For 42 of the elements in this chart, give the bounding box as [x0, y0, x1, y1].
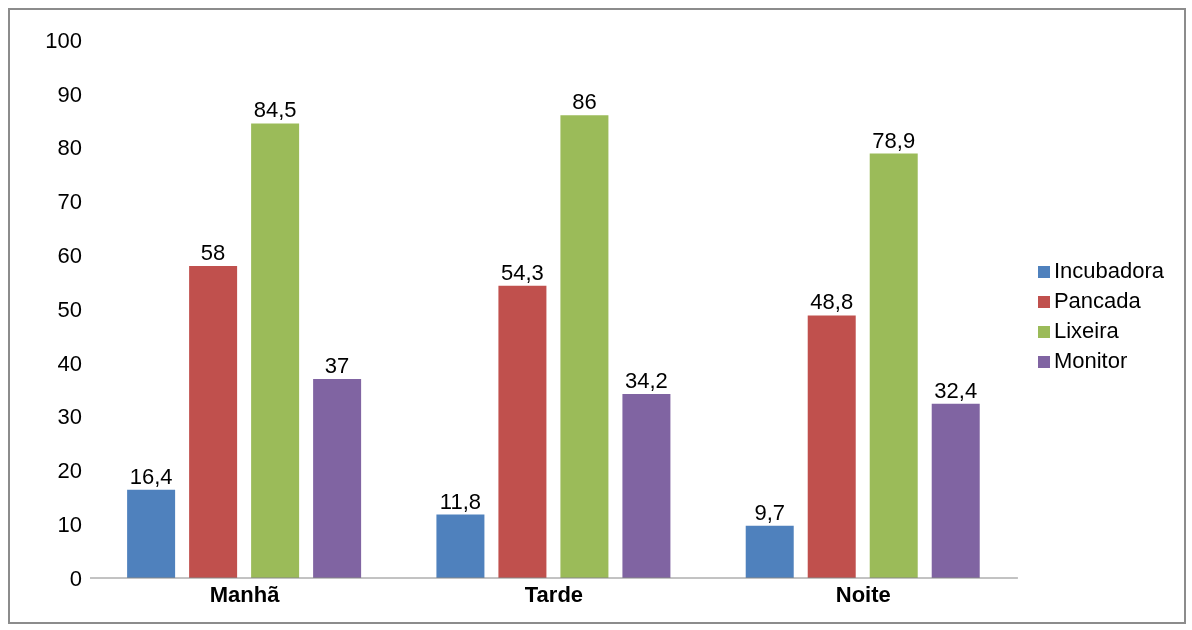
data-label: 16,4: [129, 463, 173, 489]
bar: [498, 285, 547, 578]
data-label: 86: [572, 89, 597, 115]
y-tick-label: 80: [57, 135, 82, 161]
data-label: 34,2: [625, 368, 668, 393]
data-label: 84,5: [253, 97, 297, 123]
bar: [127, 489, 176, 578]
y-tick-label: 50: [57, 296, 82, 322]
y-tick-label: 60: [57, 243, 82, 269]
data-label: 54,3: [501, 259, 544, 285]
bar: [189, 265, 238, 578]
y-tick-label: 30: [57, 404, 82, 430]
bar: [560, 115, 609, 578]
y-tick-label: 20: [57, 458, 82, 484]
legend-label: Pancada: [1053, 288, 1141, 313]
bar: [931, 403, 980, 578]
y-tick-label: 0: [69, 565, 82, 591]
bar: [869, 153, 918, 578]
x-tick-label: Tarde: [524, 581, 584, 607]
y-tick-label: 90: [57, 81, 82, 107]
bar: [622, 394, 671, 578]
legend-label: Incubadora: [1053, 258, 1164, 283]
legend-label: Lixeira: [1053, 318, 1119, 343]
data-label: 48,8: [810, 289, 854, 315]
y-tick-label: 10: [57, 512, 82, 538]
data-label: 9,7: [754, 499, 786, 525]
bar: [436, 514, 485, 578]
y-tick-label: 40: [57, 350, 82, 376]
data-label: 32,4: [934, 377, 978, 403]
y-tick-label: 70: [57, 189, 82, 215]
data-label: 11,8: [439, 488, 482, 514]
data-label: 78,9: [872, 127, 916, 153]
y-tick-label: 100: [45, 27, 82, 53]
bar: [745, 525, 794, 578]
data-label: 37: [324, 352, 350, 378]
legend-label: Monitor: [1053, 348, 1128, 373]
data-label: 58: [200, 239, 226, 265]
bar: [807, 315, 856, 578]
x-tick-label: Manhã: [209, 581, 281, 607]
bar: [251, 123, 300, 578]
bar: [313, 378, 362, 578]
x-tick-label: Noite: [835, 581, 891, 607]
